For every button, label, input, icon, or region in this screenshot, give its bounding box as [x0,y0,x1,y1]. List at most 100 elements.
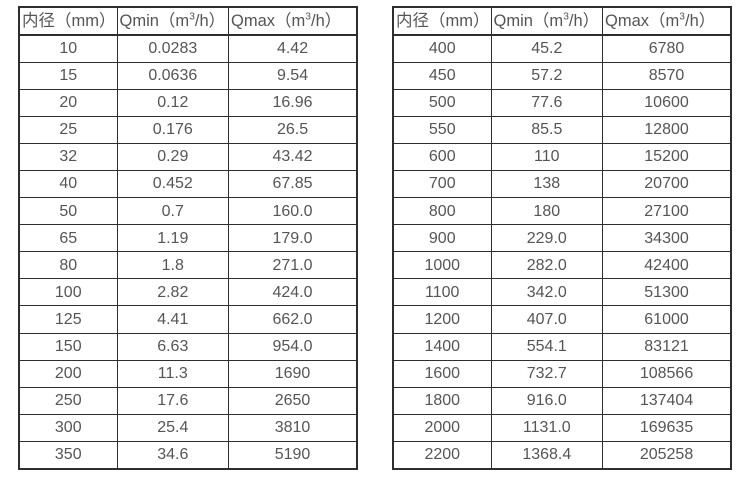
flow-table-large-diameters: 内径（mm） Qmin（m3/h） Qmax（m3/h） 400 45.2 6780 450… [392,6,732,470]
table-row: 25 0.176 26.5 [18,116,358,145]
table-cell: 12800 [602,116,732,145]
table-cell: 11.3 [116,359,230,388]
table-row: 900 229.0 34300 [392,224,732,253]
table-cell: 20700 [602,170,732,199]
table-cell: 271.0 [228,251,358,280]
table-row: 100 2.82 424.0 [18,278,358,307]
table-cell: 8570 [602,62,732,91]
table-cell: 15 [18,62,118,91]
table-cell: 450 [392,62,492,91]
table-cell: 83121 [602,332,732,361]
table-row: 20 0.12 16.96 [18,89,358,118]
table-cell: 2000 [392,413,492,442]
table-cell: 65 [18,224,118,253]
table-row: 1400 554.1 83121 [392,332,732,361]
table-cell: 4.41 [116,305,230,334]
flow-table-small-diameters: 内径（mm） Qmin（m3/h） Qmax（m3/h） 10 0.0283 4.42 15… [18,6,358,470]
table-cell: 51300 [602,278,732,307]
table-row: 400 45.2 6780 [392,34,732,64]
table-cell: 80 [18,251,118,280]
table-row: 700 138 20700 [392,170,732,199]
table-cell: 50 [18,197,118,226]
table-row: 200 11.3 1690 [18,359,358,388]
table-row: 150 6.63 954.0 [18,332,358,361]
table-cell: 424.0 [228,278,358,307]
table-cell: 108566 [602,359,732,388]
table-cell: 4.42 [228,34,358,64]
table-cell: 20 [18,89,118,118]
table-row: 800 180 27100 [392,197,732,226]
table-row: 10 0.0283 4.42 [18,34,358,64]
table-cell: 2650 [228,386,358,415]
table-cell: 0.12 [116,89,230,118]
table-cell: 1000 [392,251,492,280]
table-row: 1600 732.7 108566 [392,359,732,388]
table-cell: 1600 [392,359,492,388]
table-cell: 5190 [228,440,358,470]
table-cell: 34.6 [116,440,230,470]
column-header: 内径（mm） [392,6,492,36]
table-row: 32 0.29 43.42 [18,143,358,172]
table-cell: 125 [18,305,118,334]
table-cell: 800 [392,197,492,226]
table-cell: 1368.4 [490,440,604,470]
table-cell: 1131.0 [490,413,604,442]
table-row: 350 34.6 5190 [18,440,358,470]
table-cell: 26.5 [228,116,358,145]
column-header: Qmax（m3/h） [602,6,732,36]
table-cell: 150 [18,332,118,361]
table-cell: 407.0 [490,305,604,334]
table-cell: 662.0 [228,305,358,334]
table-cell: 9.54 [228,62,358,91]
table-cell: 900 [392,224,492,253]
table-cell: 0.176 [116,116,230,145]
header-row: 内径（mm） Qmin（m3/h） Qmax（m3/h） [392,6,732,36]
table-cell: 77.6 [490,89,604,118]
table-cell: 0.452 [116,170,230,199]
table-row: 2000 1131.0 169635 [392,413,732,442]
table-cell: 500 [392,89,492,118]
table-row: 50 0.7 160.0 [18,197,358,226]
table-cell: 6.63 [116,332,230,361]
table-cell: 27100 [602,197,732,226]
table-cell: 600 [392,143,492,172]
table-row: 250 17.6 2650 [18,386,358,415]
column-header: Qmin（m3/h） [490,6,604,36]
table-cell: 1.8 [116,251,230,280]
table-cell: 1100 [392,278,492,307]
table-row: 1800 916.0 137404 [392,386,732,415]
table-cell: 6780 [602,34,732,64]
table-cell: 2200 [392,440,492,470]
table-cell: 300 [18,413,118,442]
tables-container: 内径（mm） Qmin（m3/h） Qmax（m3/h） 10 0.0283 4.42 15… [18,6,732,470]
table-row: 1200 407.0 61000 [392,305,732,334]
table-cell: 17.6 [116,386,230,415]
table-cell: 25 [18,116,118,145]
table-cell: 0.29 [116,143,230,172]
table-cell: 16.96 [228,89,358,118]
table-cell: 137404 [602,386,732,415]
table-cell: 3810 [228,413,358,442]
table-cell: 350 [18,440,118,470]
table-row: 450 57.2 8570 [392,62,732,91]
table-cell: 700 [392,170,492,199]
table-cell: 554.1 [490,332,604,361]
table-row: 1000 282.0 42400 [392,251,732,280]
table-cell: 180 [490,197,604,226]
table-cell: 10 [18,34,118,64]
column-header: Qmax（m3/h） [228,6,358,36]
superscript-3: 3 [679,11,685,23]
table-cell: 1.19 [116,224,230,253]
table-cell: 916.0 [490,386,604,415]
superscript-3: 3 [563,11,569,23]
table-row: 550 85.5 12800 [392,116,732,145]
table-cell: 67.85 [228,170,358,199]
superscript-3: 3 [305,11,311,23]
table-cell: 400 [392,34,492,64]
table-cell: 1200 [392,305,492,334]
column-header: Qmin（m3/h） [116,6,230,36]
table-cell: 169635 [602,413,732,442]
table-row: 1100 342.0 51300 [392,278,732,307]
table-cell: 34300 [602,224,732,253]
table-cell: 15200 [602,143,732,172]
